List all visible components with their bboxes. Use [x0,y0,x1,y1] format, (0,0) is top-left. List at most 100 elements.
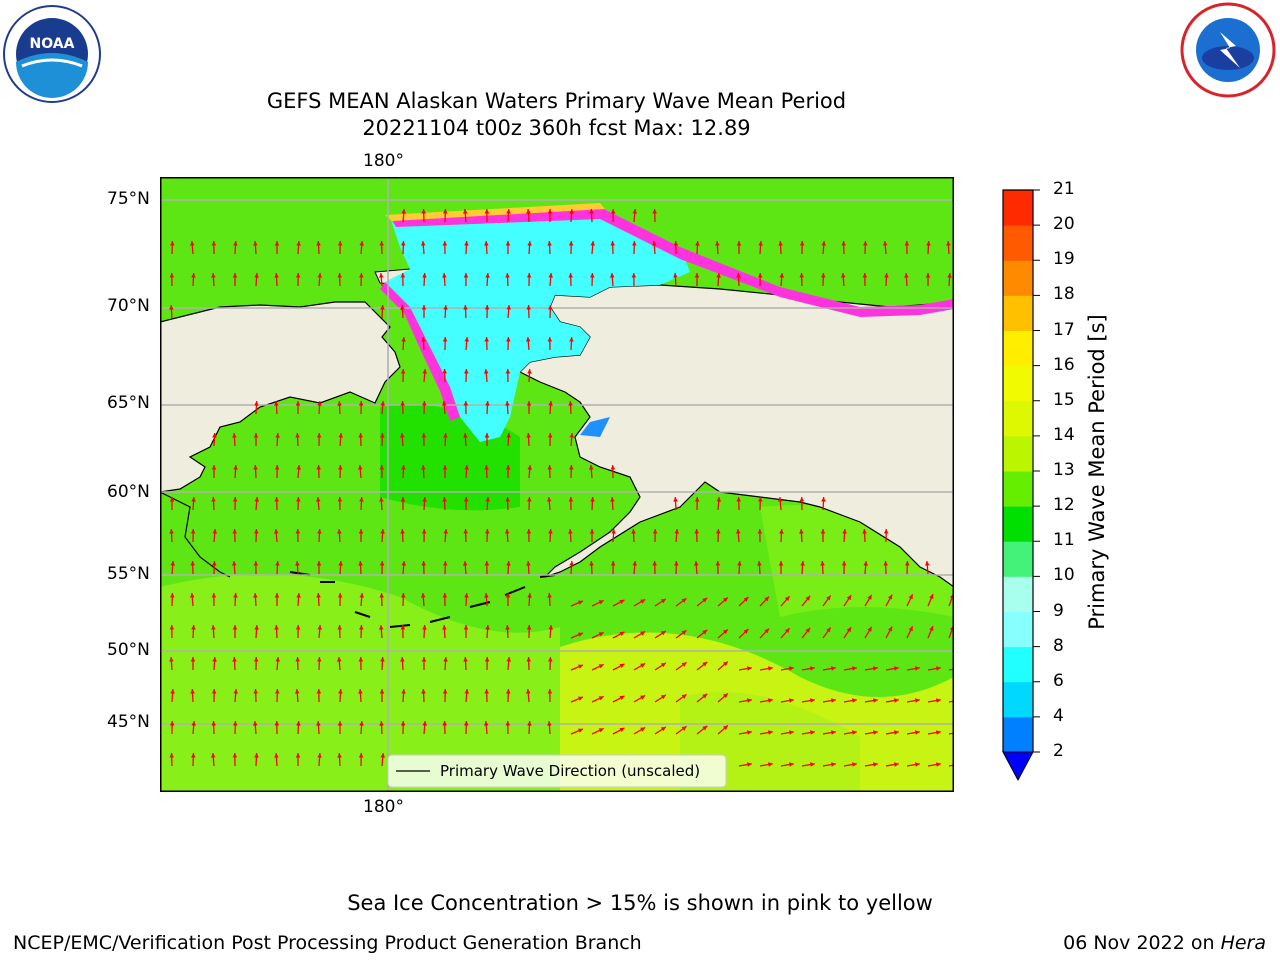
wave-arrow-head [768,762,773,767]
wave-arrow-head [484,689,489,694]
wave-arrow-head [170,561,176,566]
wave-arrow-head [295,753,301,758]
footer-date: 06 Nov 2022 on Hera [1063,932,1266,954]
wave-arrow-head [578,696,583,701]
wave-arrow-head [831,730,836,735]
wave-arrow-shaft [948,700,954,703]
wave-arrow-head [548,401,553,406]
wave-arrow-head [915,666,920,671]
colorbar-bands [1003,190,1033,753]
wave-arrow-head [357,465,363,470]
wave-arrow-head [598,728,604,733]
wave-arrow-head [421,209,426,214]
wave-arrow-head [681,694,687,699]
wave-arrow-head [442,273,447,278]
colorbar-tick-label: 15 [1053,389,1075,410]
wave-arrow-head [547,689,553,694]
wave-arrow-head [568,241,574,246]
wave-arrow-head [358,689,363,694]
wave-arrow-head [421,657,427,662]
wave-arrow-head [526,209,531,214]
wave-arrow-head [401,465,406,470]
wave-arrow-head [904,273,909,278]
wave-arrow-head [768,666,773,671]
wave-arrow-head [421,529,427,534]
ice-pink-edge [390,207,954,317]
wave-arrow-head [421,689,426,694]
wave-arrow-head [485,529,490,534]
wave-arrow-head [317,529,322,534]
wave-arrow-head [191,497,196,502]
lat-label-55n: 55°N [107,564,150,584]
wave-arrow-head [526,433,531,438]
colorbar-tick-label: 4 [1053,705,1064,726]
wave-arrow-head [547,593,552,598]
wave-arrow-head [681,630,687,635]
wave-arrow-head [810,698,815,703]
wave-arrow-head [232,273,238,278]
colorbar-band [1003,506,1033,542]
map-panel: Primary Wave Direction (unscaled) [160,177,954,792]
wave-arrow-head [274,497,279,502]
wave-arrow-head [694,529,699,534]
wave-arrow-head [191,625,196,630]
wave-arrow-head [253,433,259,438]
wave-arrow-head [846,595,852,601]
colorbar-extend-triangle [1002,751,1034,782]
wave-arrow-head [778,241,783,246]
wave-arrow-head [316,241,321,246]
wave-arrow-head [716,273,721,278]
wave-arrow-head [274,753,279,758]
nws-logo-graphic [1180,2,1276,98]
wave-arrow-head [443,209,448,214]
wave-arrow-head [768,730,773,735]
wave-arrow-head [722,597,728,603]
wave-arrow-head [681,662,687,667]
wave-arrow-head [768,698,773,703]
wave-arrow-head [652,529,658,534]
wave-arrow-head [527,465,533,470]
wave-arrow-head [505,497,510,502]
wave-arrow-head [379,465,385,470]
lat-label-75n: 75°N [107,189,150,209]
wave-arrow-head [189,593,195,598]
wave-arrow-head [169,625,175,630]
wave-arrow-head [736,241,742,246]
wave-arrow-head [231,561,237,566]
wave-arrow-head [378,625,384,630]
wave-arrow-head [640,599,646,604]
lat-label-45n: 45°N [107,712,150,732]
wave-arrow-head [380,753,386,758]
ice-cyan-region [385,207,690,442]
wave-arrow-head [337,497,343,502]
legend-box [387,754,727,788]
wave-arrow-head [610,241,615,246]
wave-arrow-head [253,241,258,246]
wave-arrow-head [660,694,666,700]
wave-arrow-head [275,561,280,566]
period-zone-light [160,574,560,792]
wave-arrow-head [505,593,511,598]
wave-arrow-head [716,529,721,534]
wave-arrow-head [422,497,427,502]
wave-arrow-head [253,593,258,598]
wave-arrow-head [702,661,708,667]
wave-arrow-head [233,593,238,598]
wave-arrow-head [274,241,280,246]
wave-arrow-head [757,273,763,278]
footer-machine: Hera [1220,932,1266,954]
wave-arrow-head [401,689,406,694]
wave-arrow-head [681,598,687,603]
wave-arrow-head [590,497,595,502]
wave-arrow-head [694,273,700,278]
wave-arrow-head [359,721,364,726]
wave-arrow-head [789,730,794,735]
wave-arrow-head [578,632,583,637]
wave-arrow-head [380,305,385,310]
wave-arrow-head [233,689,239,694]
wave-arrow-head [379,593,384,598]
colorbar-tick-label: 20 [1053,214,1075,235]
colorbar-band [1003,225,1033,261]
ice-pink-edge-west [380,282,460,421]
wave-arrow-head [873,762,878,767]
